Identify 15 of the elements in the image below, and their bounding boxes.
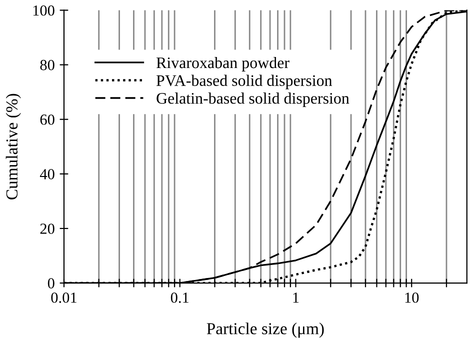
y-tick-label: 80	[40, 60, 54, 70]
x-tick-label: 1	[293, 292, 299, 303]
y-tick-label: 60	[40, 114, 54, 125]
y-axis-title: Cumulative (%)	[6, 94, 21, 200]
legend-label: PVA-based solid dispersion	[156, 74, 332, 90]
x-axis-title: Particle size (μm)	[206, 322, 324, 338]
x-tick-label: 10	[405, 292, 419, 303]
y-tick-label: 20	[40, 224, 54, 234]
y-tick-label: 0	[48, 278, 54, 288]
legend-label: Gelatin-based solid dispersion	[156, 92, 350, 108]
x-tick-label: 0.01	[51, 292, 76, 303]
y-tick-label: 40	[40, 169, 54, 180]
y-tick-label: 100	[33, 5, 54, 16]
x-tick-label: 0.1	[170, 292, 188, 303]
legend-label: Rivaroxaban powder	[156, 56, 290, 72]
